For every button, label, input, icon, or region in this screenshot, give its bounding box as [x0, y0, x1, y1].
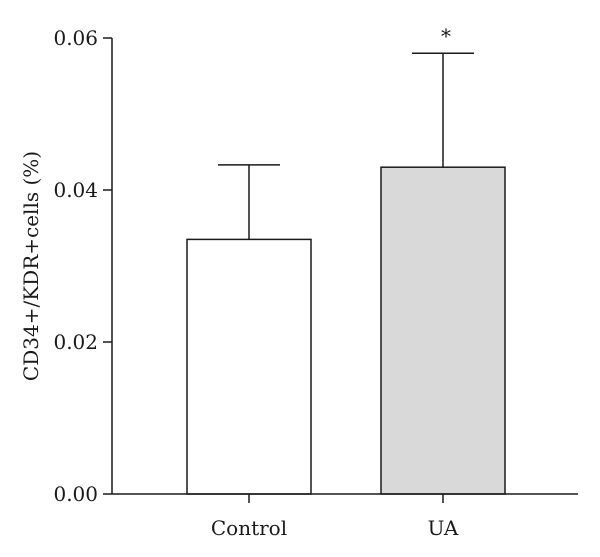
y-tick-label: 0.00 — [53, 482, 98, 506]
bar-control — [186, 238, 312, 495]
bar-ua — [380, 166, 506, 495]
ticks-group: 0.00 0.02 0.04 0.06 — [53, 26, 112, 506]
y-axis-group: CD34+/KDR+cells (%) — [19, 151, 43, 381]
y-tick-label: 0.06 — [53, 26, 98, 50]
y-tick-label: 0.04 — [53, 178, 98, 202]
significance-marker: * — [441, 24, 451, 48]
bars-group: Control UA * — [186, 24, 506, 540]
x-tick-label-ua: UA — [428, 516, 459, 540]
x-tick-label-control: Control — [211, 516, 287, 540]
y-axis-label: CD34+/KDR+cells (%) — [19, 151, 43, 381]
y-tick-label: 0.02 — [53, 330, 98, 354]
